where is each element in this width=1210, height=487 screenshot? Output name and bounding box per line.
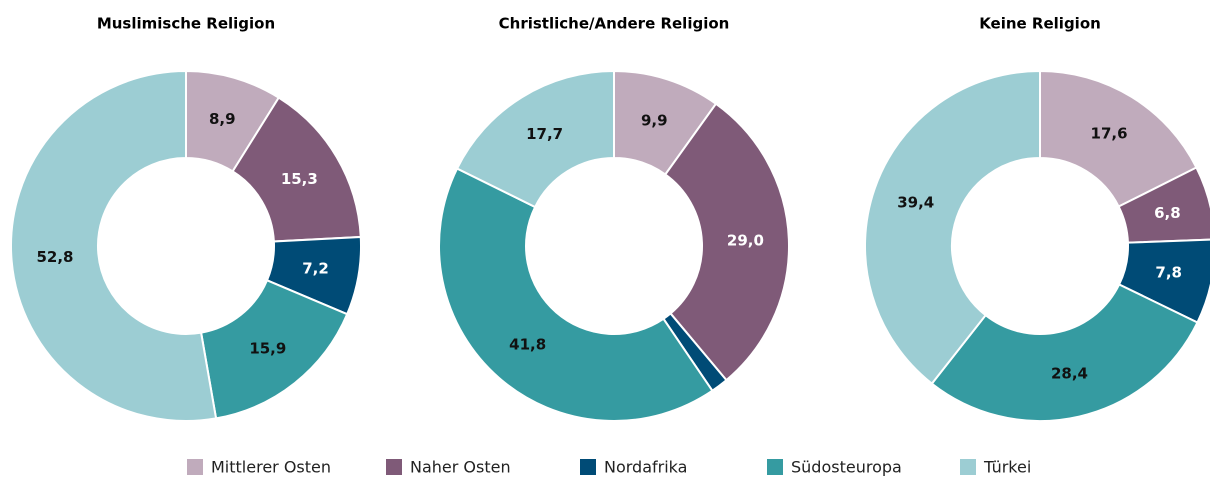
value-label: 17,7	[526, 125, 563, 143]
legend-label: Mittlerer Osten	[211, 458, 331, 477]
value-label: 52,8	[36, 248, 73, 266]
value-label: 15,3	[281, 170, 318, 188]
value-label: 7,8	[1155, 264, 1182, 282]
legend-swatch	[580, 459, 596, 475]
value-label: 28,4	[1051, 365, 1088, 383]
slice	[231, 96, 362, 243]
chart-title: Keine Religion	[979, 15, 1101, 33]
slice	[663, 102, 790, 382]
legend-swatch	[960, 459, 976, 475]
value-label: 41,8	[509, 336, 546, 354]
slice	[930, 283, 1199, 422]
value-label: 17,6	[1091, 125, 1128, 143]
slice	[10, 69, 218, 422]
chart-title: Muslimische Religion	[97, 15, 275, 33]
value-label: 7,2	[302, 259, 329, 277]
value-label: 8,9	[209, 110, 236, 128]
value-label: 29,0	[727, 232, 764, 250]
legend-label: Nordafrika	[604, 458, 687, 477]
slice	[1117, 166, 1210, 244]
value-label: 6,8	[1154, 204, 1181, 222]
value-label: 39,4	[897, 194, 934, 212]
value-label: 9,9	[641, 111, 668, 129]
legend-swatch	[187, 459, 203, 475]
chart-title: Christliche/Andere Religion	[499, 15, 730, 33]
slice	[455, 69, 615, 209]
slice	[864, 69, 1041, 386]
legend-label: Südosteuropa	[791, 458, 902, 477]
legend-swatch	[767, 459, 783, 475]
legend-swatch	[386, 459, 402, 475]
legend-label: Naher Osten	[410, 458, 511, 477]
slice	[1039, 69, 1198, 208]
legend-label: Türkei	[983, 458, 1031, 477]
value-label: 15,9	[249, 339, 286, 357]
slice	[438, 167, 714, 422]
